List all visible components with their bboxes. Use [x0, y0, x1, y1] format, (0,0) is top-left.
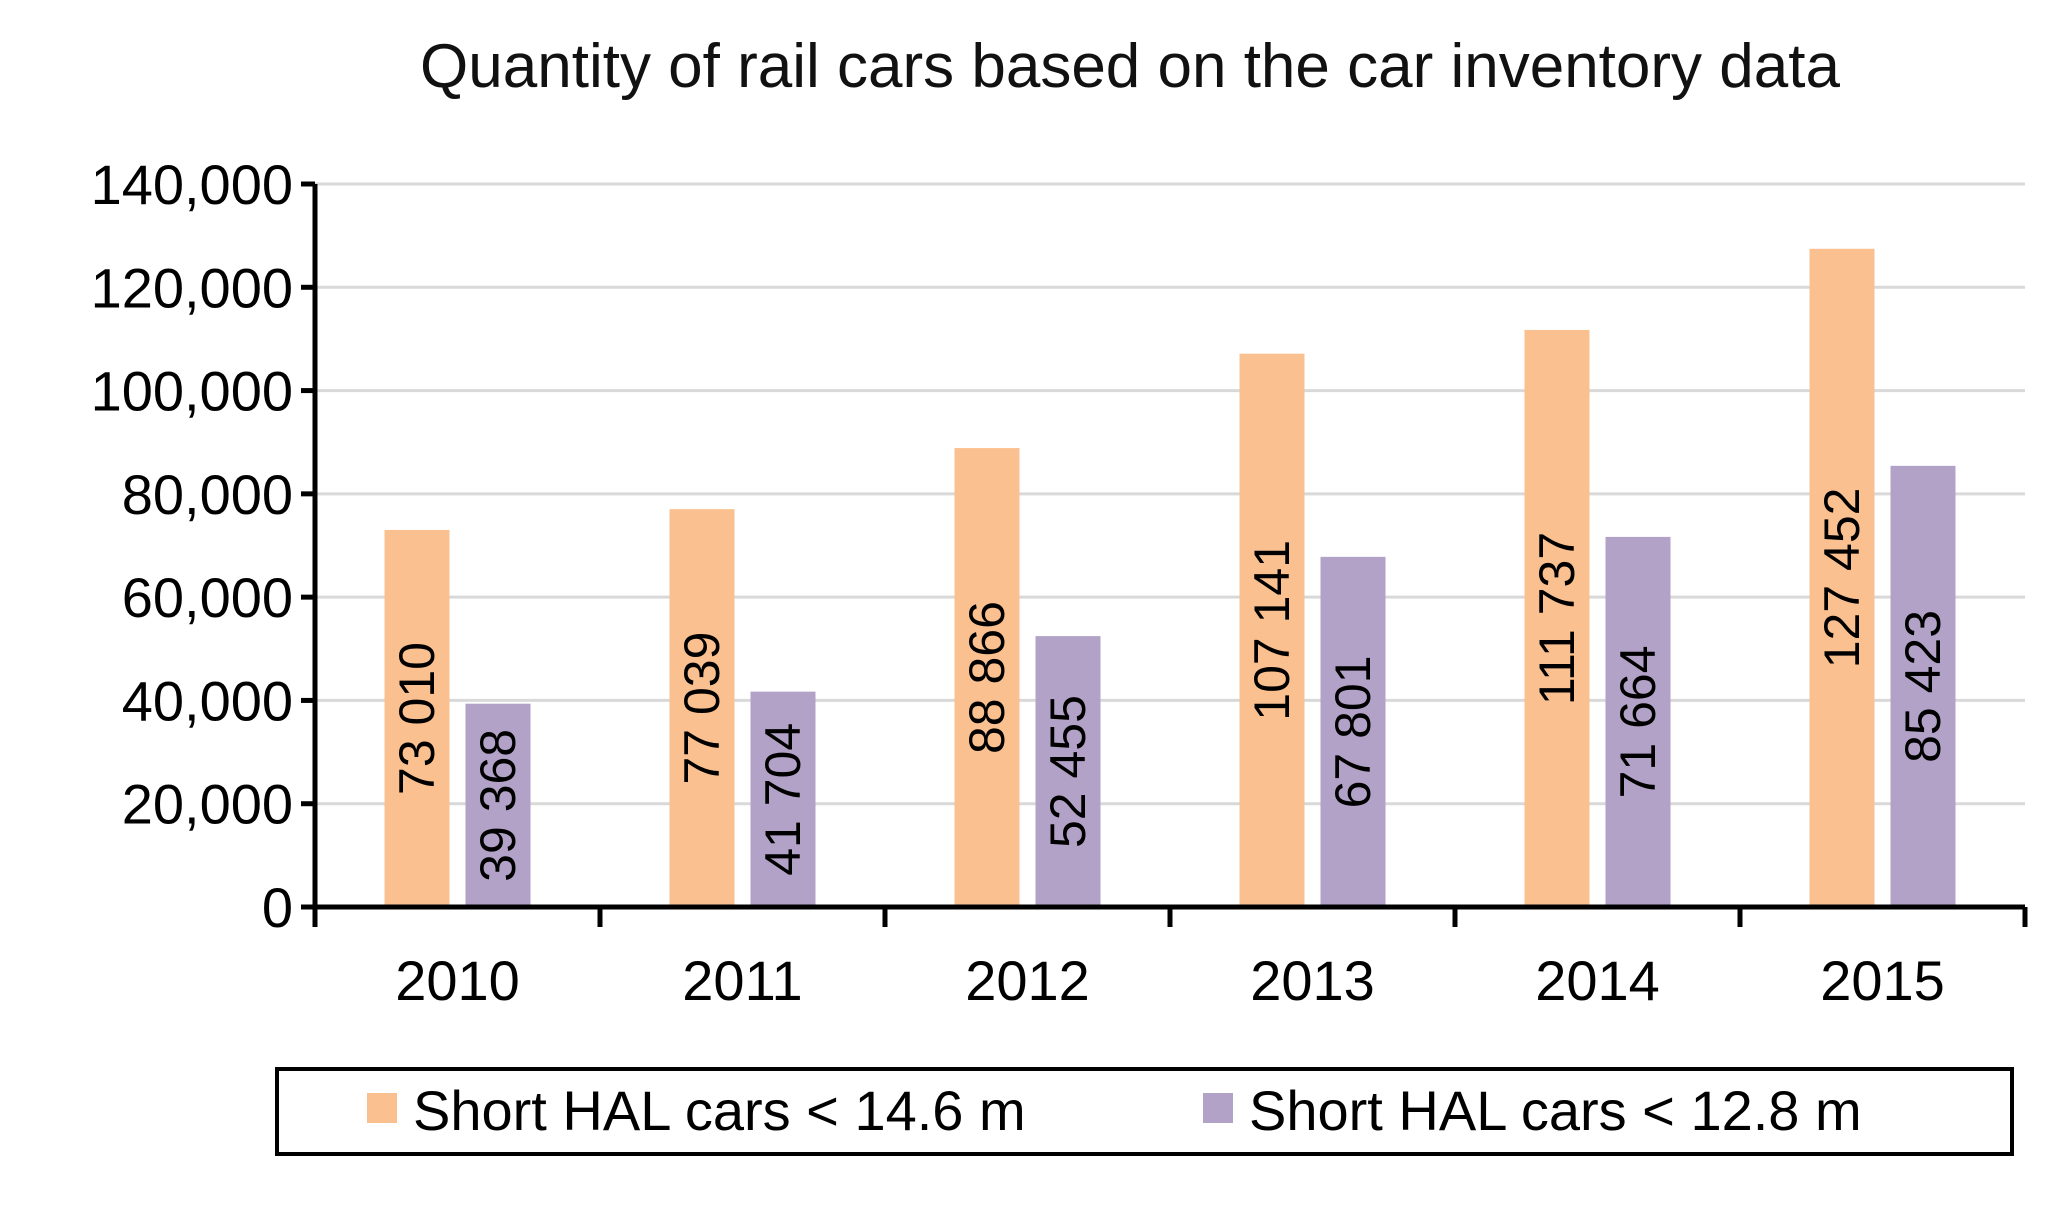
x-tick-label: 2012: [965, 949, 1090, 1012]
bar-series-1-2011: [669, 509, 735, 907]
legend-swatch-series-2: [1203, 1093, 1233, 1123]
y-tick-label: 140,000: [91, 153, 293, 216]
bar-series-1-2014: [1524, 329, 1590, 907]
bar-series-2-2012: [1035, 636, 1101, 907]
x-tick-label: 2010: [395, 949, 520, 1012]
x-tick-label: 2014: [1535, 949, 1660, 1012]
data-label-series-2-2011: 41 704: [755, 723, 811, 876]
data-label-series-1-2011: 77 039: [674, 632, 730, 785]
legend-swatch-series-1: [367, 1093, 397, 1123]
data-label-series-2-2012: 52 455: [1040, 695, 1096, 848]
data-label-series-1-2013: 107 141: [1244, 540, 1300, 721]
data-label-series-2-2015: 85 423: [1895, 610, 1951, 763]
legend-box: [275, 1067, 2014, 1156]
data-label-series-1-2010: 73 010: [389, 642, 445, 795]
y-tick-label: 60,000: [122, 566, 293, 629]
y-tick-label: 40,000: [122, 669, 293, 732]
data-label-series-2-2013: 67 801: [1325, 655, 1381, 808]
data-label-series-1-2014: 111 737: [1529, 532, 1585, 705]
y-tick-label: 100,000: [91, 360, 293, 423]
legend-label-series-2: Short HAL cars < 12.8 m: [1249, 1079, 1862, 1142]
x-tick-label: 2013: [1250, 949, 1375, 1012]
bar-series-2-2011: [750, 691, 816, 907]
bar-series-2-2010: [465, 703, 531, 907]
x-tick-label: 2015: [1820, 949, 1945, 1012]
x-tick-label: 2011: [682, 949, 802, 1012]
y-tick-label: 20,000: [122, 773, 293, 836]
bar-series-2-2014: [1605, 536, 1671, 907]
data-label-series-2-2010: 39 368: [470, 729, 526, 882]
bar-series-2-2015: [1890, 465, 1956, 907]
bar-series-1-2015: [1809, 248, 1875, 907]
legend-label-series-1: Short HAL cars < 14.6 m: [413, 1079, 1026, 1142]
chart-title: Quantity of rail cars based on the car i…: [420, 32, 1840, 101]
data-label-series-1-2015: 127 452: [1814, 488, 1870, 669]
bar-series-2-2013: [1320, 556, 1386, 907]
bar-series-1-2010: [384, 529, 450, 907]
axes: [301, 181, 2028, 927]
y-tick-label: 120,000: [91, 256, 293, 319]
data-label-series-2-2014: 71 664: [1610, 645, 1666, 798]
data-labels: 73 010 39 368 77 039 41 704 88 866 52 455 107 …: [389, 488, 1951, 882]
data-label-series-1-2012: 88 866: [959, 601, 1015, 754]
bars: [384, 248, 1956, 908]
x-tick-labels: 2010 2011 2012 2013 2014 2015: [395, 949, 1945, 1012]
y-tick-labels: 0 20,000 40,000 60,000 80,000 100,000 120,000 1…: [91, 153, 293, 939]
y-tick-label: 80,000: [122, 463, 293, 526]
bar-series-1-2012: [954, 448, 1020, 907]
y-tick-label: 0: [262, 876, 293, 939]
legend: Short HAL cars < 14.6 m Short HAL cars <…: [275, 1067, 2014, 1156]
grid-lines: [315, 182, 2025, 806]
bar-series-1-2013: [1239, 353, 1305, 908]
